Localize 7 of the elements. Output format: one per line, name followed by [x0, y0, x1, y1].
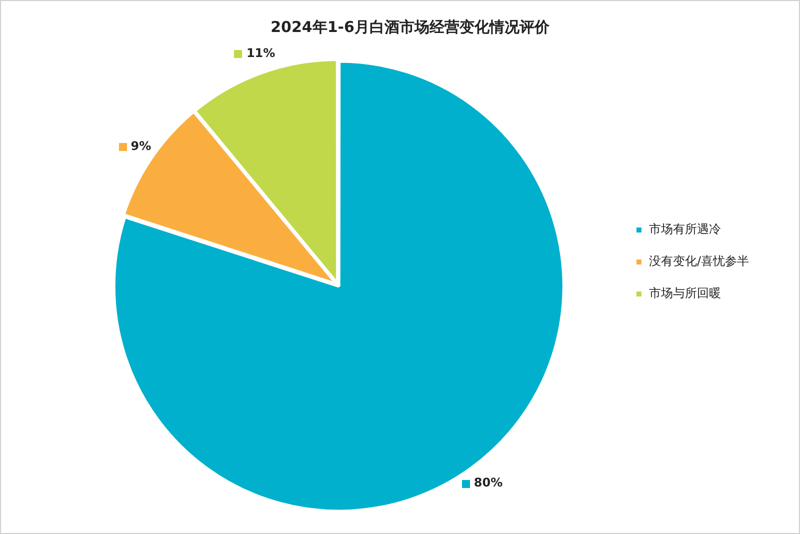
legend-label: 市场与所回暖 [648, 286, 721, 300]
data-label: 11% [246, 46, 276, 60]
legend-label: 市场有所遇冷 [648, 222, 721, 236]
data-label: 80% [474, 476, 503, 490]
chart-title: 2024年1-6月白酒市场经营变化情况评价 [270, 18, 550, 36]
data-label: 9% [130, 139, 152, 154]
legend-label: 没有变化/喜忧参半 [648, 254, 750, 268]
